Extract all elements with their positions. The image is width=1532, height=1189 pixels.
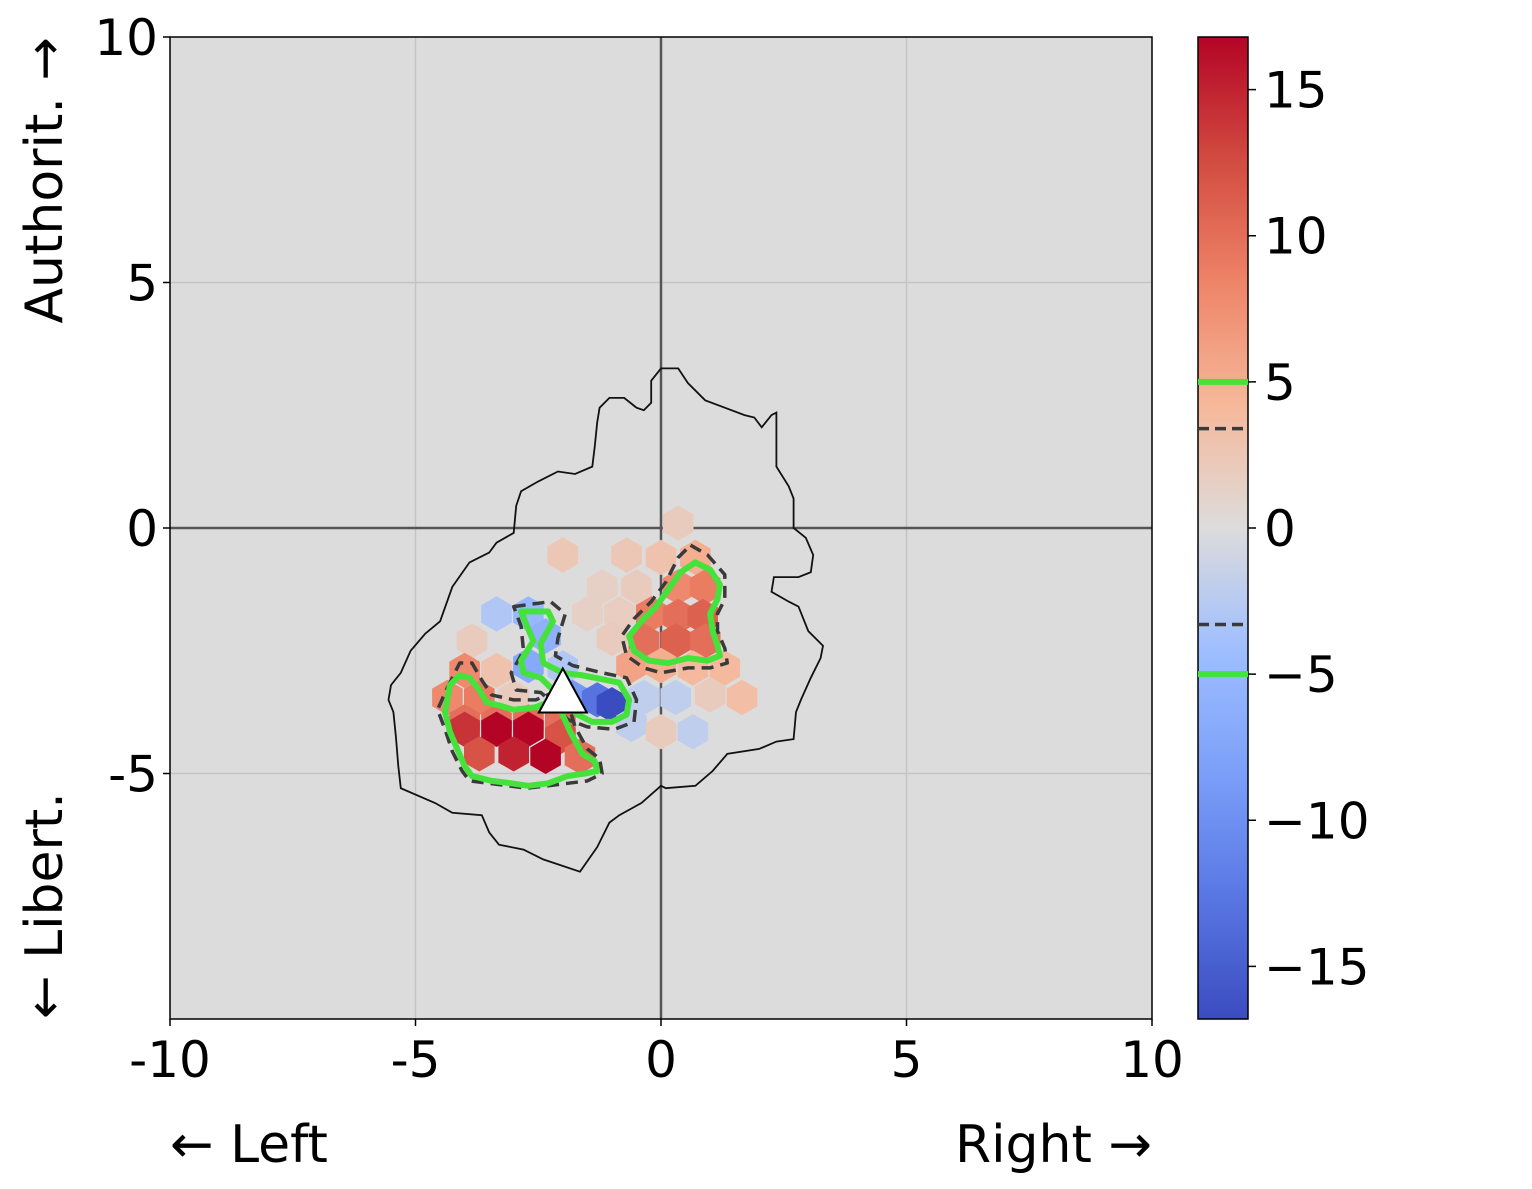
hex-cell	[449, 711, 480, 747]
hex-cell	[481, 711, 512, 747]
hex-cell	[572, 596, 603, 632]
marker-layer	[537, 666, 589, 714]
hex-cell	[596, 620, 628, 657]
hex-cell	[677, 714, 709, 750]
y-tick-label: 0	[126, 500, 158, 558]
dashed-contour	[509, 599, 639, 732]
y-ticks: -5 0 5 10	[94, 9, 170, 804]
x-tick-label: 0	[645, 1031, 677, 1089]
hex-cell	[645, 539, 677, 576]
colorbar-marker-lines	[1198, 378, 1248, 678]
hex-cell	[481, 652, 512, 689]
colorbar-tick-label: −10	[1264, 792, 1370, 850]
x-axis-right-label: Right →	[955, 1115, 1152, 1175]
positive-threshold-contour	[626, 559, 723, 666]
outline-polygon	[387, 367, 824, 873]
hex-cell	[596, 687, 628, 723]
contours	[435, 543, 730, 790]
dashed-contour	[435, 661, 604, 790]
hex-cell	[662, 598, 694, 635]
y-tick-label: 5	[126, 255, 158, 313]
x-tick-label: 5	[891, 1031, 923, 1089]
zero-axes	[170, 37, 1152, 1019]
hex-cell	[645, 714, 677, 750]
hex-cell	[564, 738, 596, 774]
hex-cell	[611, 537, 642, 573]
hex-cell	[586, 569, 618, 605]
x-ticks: -10 -5 0 5 10	[129, 1019, 1184, 1089]
y-axis-top-label: Authorit. →	[15, 37, 75, 324]
colorbar: 15 10 5 0 −5 −10 −15	[1197, 36, 1370, 1020]
hex-cell	[456, 623, 488, 659]
colorbar-tick-label: 0	[1264, 500, 1296, 558]
positive-threshold-contour	[442, 672, 601, 789]
hex-cell	[694, 677, 726, 713]
hex-cell	[481, 596, 512, 632]
hex-cell	[513, 711, 544, 747]
negative-threshold-contour	[518, 608, 633, 725]
triangle-marker	[537, 666, 589, 714]
dashed-contour	[619, 543, 730, 675]
x-axis-left-label: ← Left	[170, 1115, 328, 1175]
hex-cell	[621, 569, 652, 605]
hex-cell	[662, 505, 694, 541]
y-tick-label: -5	[108, 746, 158, 804]
x-tick-label: 10	[1120, 1031, 1184, 1089]
hex-cell	[662, 569, 694, 605]
colorbar-ticks: 15 10 5 0 −5 −10 −15	[1248, 62, 1370, 996]
distribution-outline	[387, 367, 824, 873]
hex-cell	[530, 738, 561, 774]
hex-cell	[726, 679, 758, 716]
y-axis-bottom-label: ← Libert.	[15, 792, 75, 1019]
colorbar-tick-label: 15	[1264, 62, 1328, 120]
hex-cell	[628, 679, 660, 716]
x-tick-label: -10	[129, 1031, 211, 1089]
colorbar-tick-label: 10	[1264, 208, 1328, 266]
x-tick-label: -5	[391, 1031, 441, 1089]
hex-cell	[645, 647, 677, 684]
hex-cell	[660, 679, 691, 716]
hex-cell	[660, 623, 691, 659]
hex-cell	[547, 537, 579, 573]
y-tick-label: 10	[94, 9, 158, 67]
hex-cell	[498, 736, 529, 772]
colorbar-tick-label: −5	[1264, 646, 1338, 704]
colorbar-tick-label: −15	[1264, 938, 1370, 996]
colorbar-tick-label: 5	[1264, 354, 1296, 412]
hex-cell	[464, 679, 495, 716]
hex-cell	[464, 736, 495, 772]
colorbar-gradient	[1197, 36, 1249, 1020]
